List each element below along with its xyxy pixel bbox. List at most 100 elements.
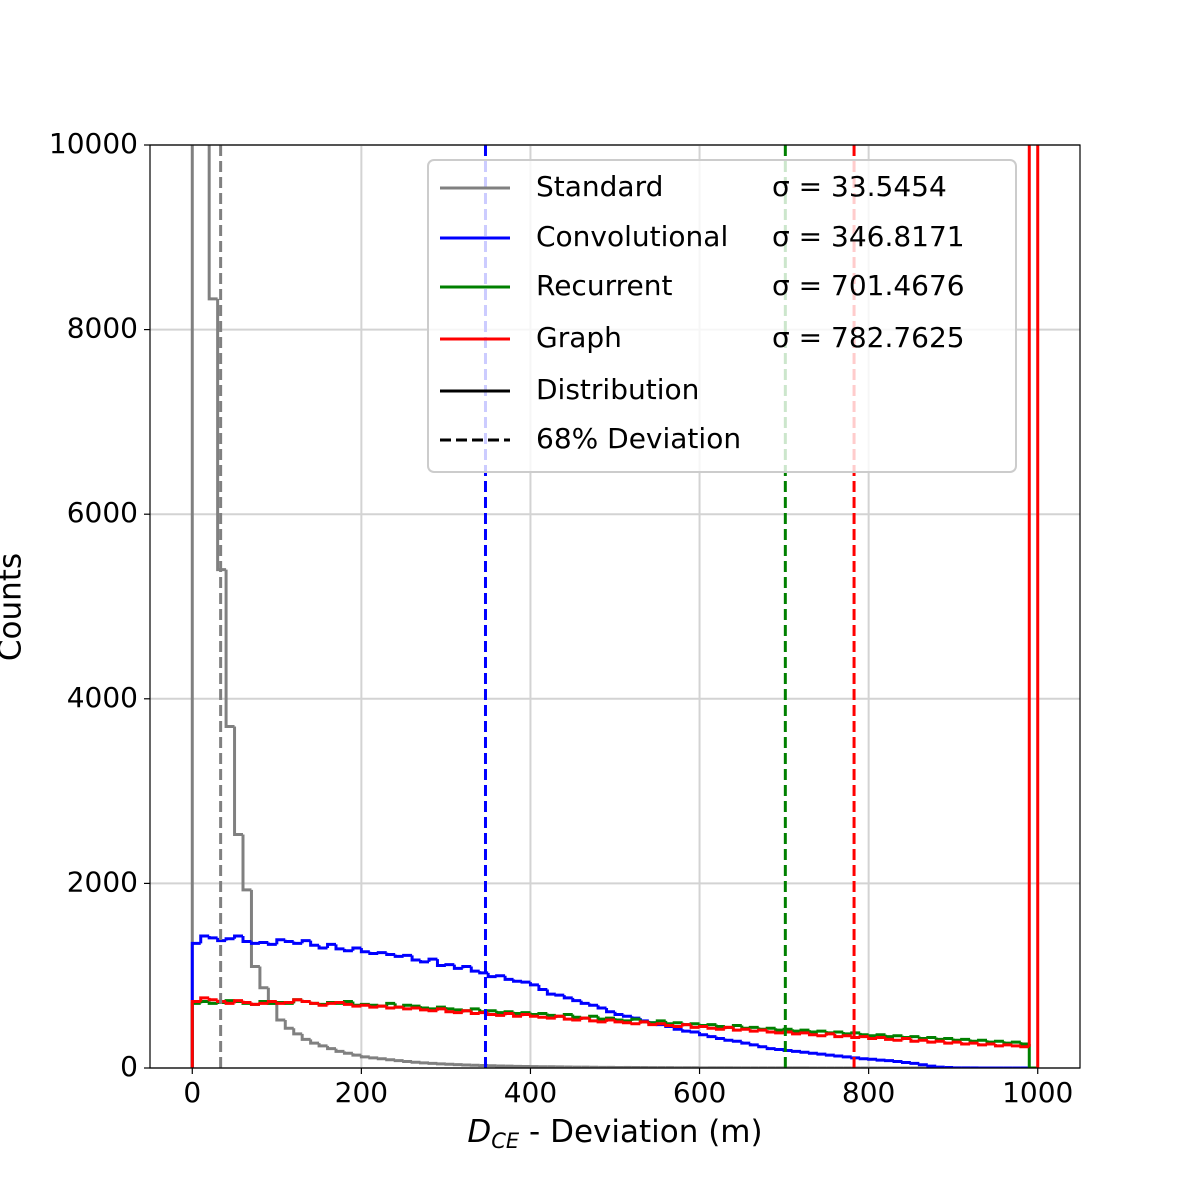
histogram-bin — [799, 1050, 810, 1054]
histogram-bin — [757, 1044, 768, 1049]
histogram-bin — [1010, 1044, 1021, 1048]
histogram-bin — [486, 1012, 497, 1016]
histogram-bin — [326, 1045, 336, 1051]
histogram-bin — [452, 1011, 463, 1015]
histogram-bin — [748, 1043, 759, 1047]
histogram-bin — [528, 982, 539, 987]
histogram-bin — [621, 1019, 632, 1023]
histogram-bin — [275, 938, 286, 945]
histogram-bin — [689, 1030, 700, 1034]
histogram-bin — [867, 1036, 878, 1040]
y-axis-label: Counts — [0, 553, 29, 661]
histogram-bin — [359, 1055, 370, 1059]
histogram-bin — [774, 1028, 785, 1032]
histogram-bin — [588, 1003, 599, 1007]
histogram-bin — [748, 1029, 759, 1033]
histogram-bin — [342, 1002, 353, 1006]
histogram-bin — [233, 934, 243, 939]
histogram-bin — [495, 974, 506, 978]
histogram-bin — [596, 1016, 607, 1021]
histogram-bin — [571, 1014, 582, 1019]
legend-deviation: σ = 782.7625 — [772, 321, 965, 354]
histogram-bin — [469, 1010, 480, 1016]
histogram-bin — [985, 1040, 996, 1044]
histogram-bin — [757, 1028, 768, 1032]
histogram-bin — [461, 964, 472, 969]
histogram-bin — [740, 1041, 751, 1045]
histogram-bin — [791, 1049, 801, 1053]
histogram-bin — [596, 1005, 607, 1010]
histogram-bin — [698, 1024, 708, 1028]
histogram-bin — [452, 964, 463, 970]
y-tick-label: 6000 — [67, 496, 138, 529]
histogram-bin — [258, 940, 269, 944]
histogram-bin — [199, 996, 210, 1002]
histogram-bin — [1010, 1040, 1021, 1044]
histogram-bin — [258, 966, 269, 990]
histogram-bin — [875, 1033, 886, 1037]
histogram-bin — [993, 1044, 1004, 1048]
histogram-bin — [537, 1012, 548, 1016]
histogram-bin — [469, 966, 480, 973]
histogram-bin — [435, 1007, 446, 1011]
histogram-bin — [1019, 1045, 1030, 1049]
histogram-bin — [512, 979, 522, 983]
histogram-bin — [900, 1036, 911, 1041]
histogram-bin — [444, 1008, 455, 1014]
legend-label: Standard — [536, 170, 663, 203]
histogram-bin — [562, 1016, 573, 1021]
histogram-bin — [875, 1036, 886, 1040]
legend-label: Recurrent — [536, 269, 672, 302]
x-tick-label: 600 — [673, 1076, 726, 1109]
histogram-bin — [934, 1065, 945, 1068]
legend-label: Distribution — [536, 373, 699, 406]
histogram-bin — [393, 1005, 404, 1009]
histogram-bin — [951, 1038, 962, 1042]
histogram-bin — [892, 1060, 903, 1064]
histogram-bin — [300, 999, 311, 1004]
histogram-bin — [334, 944, 345, 951]
histogram-bin — [249, 1002, 260, 1006]
x-tick-label: 800 — [842, 1076, 895, 1109]
histogram-bin — [368, 951, 379, 956]
histogram-bin — [926, 1064, 937, 1068]
histogram-bin — [368, 1005, 379, 1009]
histogram-bin — [824, 1053, 835, 1057]
histogram-bin — [723, 1025, 734, 1030]
histogram-bin — [672, 1024, 683, 1028]
histogram-bin — [630, 1017, 641, 1021]
histogram-bin — [579, 1016, 590, 1020]
histogram-bin — [884, 1037, 894, 1041]
histogram-bin — [258, 1001, 269, 1005]
histogram-bin — [993, 1039, 1004, 1043]
histogram-series — [190, 145, 1040, 1068]
histogram-bin — [385, 1058, 396, 1062]
histogram-bin — [807, 1030, 818, 1034]
histogram-bin — [385, 1006, 396, 1010]
histogram-bin — [376, 1057, 387, 1061]
histogram-bin — [833, 1054, 844, 1058]
histogram-bin — [917, 1063, 928, 1067]
histogram-bin — [419, 1008, 429, 1012]
histogram-bin — [469, 1007, 480, 1011]
histogram-bin — [714, 1027, 725, 1031]
histogram-bin — [241, 936, 252, 944]
histogram-bin — [689, 1022, 700, 1026]
y-tick-label: 2000 — [67, 865, 138, 898]
histogram-bin — [943, 1041, 954, 1045]
histogram-bin — [706, 1034, 717, 1039]
histogram-bin — [706, 1026, 717, 1030]
histogram-bin — [596, 1020, 607, 1024]
histogram-bin — [841, 1034, 852, 1038]
x-label-subscript: CE — [491, 1129, 520, 1153]
x-tick-label: 0 — [183, 1076, 201, 1109]
histogram-bin — [249, 941, 260, 945]
histogram-bin — [520, 980, 531, 984]
histogram-bin — [266, 1000, 277, 1004]
histogram-bin — [765, 1030, 776, 1034]
x-axis-label: DCE - Deviation (m) — [467, 1114, 762, 1154]
histogram-bin — [672, 1021, 683, 1025]
histogram-bin — [968, 1041, 979, 1045]
histogram-bin — [376, 1004, 387, 1008]
histogram-bin — [233, 726, 243, 836]
